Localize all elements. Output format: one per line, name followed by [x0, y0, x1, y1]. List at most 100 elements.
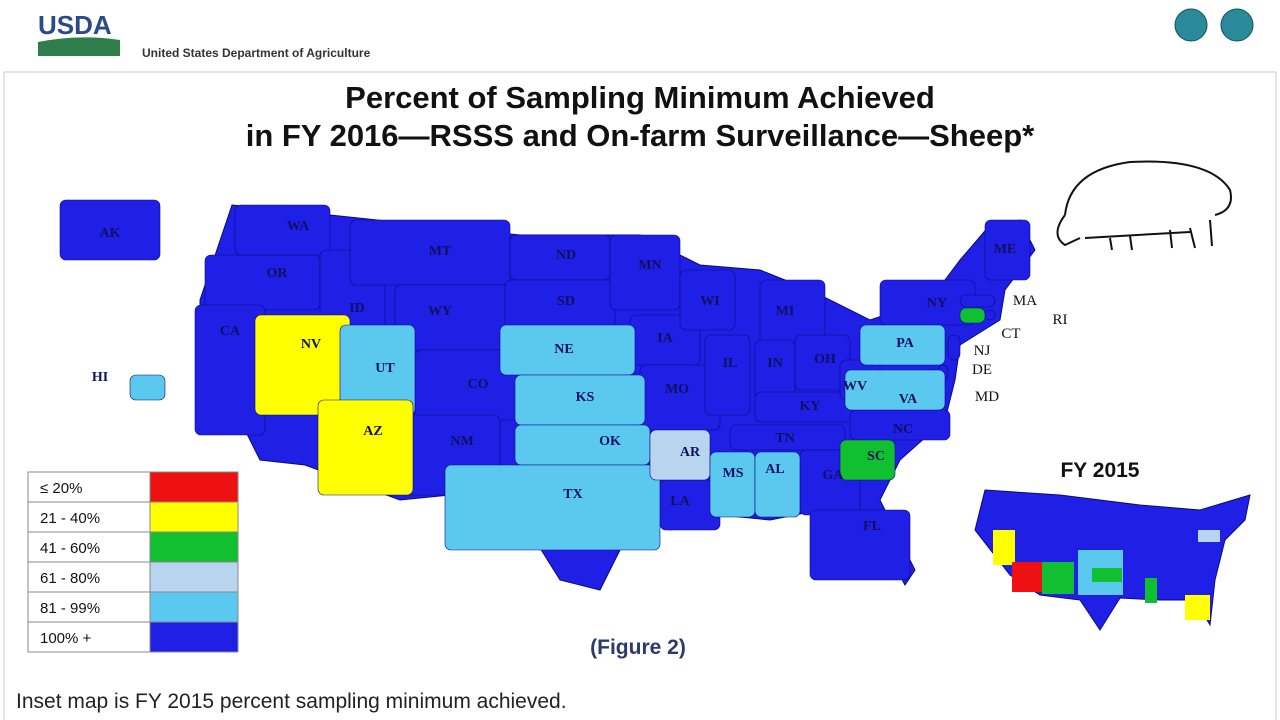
state-label: MI — [776, 304, 795, 319]
state-label: AL — [765, 462, 784, 477]
state-shape — [959, 294, 996, 308]
state-label: NC — [893, 422, 913, 437]
state-label: FL — [863, 519, 881, 534]
legend-swatch — [149, 621, 239, 653]
footnote: Inset map is FY 2015 percent sampling mi… — [16, 690, 567, 713]
state-label: SD — [557, 294, 575, 309]
legend-label: 41 - 60% — [40, 540, 100, 557]
state-shape — [649, 429, 711, 481]
legend-swatch — [149, 591, 239, 623]
legend-label: ≤ 20% — [40, 480, 82, 497]
legend-swatch — [149, 501, 239, 533]
state-label: SC — [867, 449, 885, 464]
state-label: UT — [375, 361, 395, 376]
state-label: VA — [899, 392, 918, 407]
state-shape — [729, 424, 846, 451]
state-shape — [59, 199, 161, 261]
legend-label: 21 - 40% — [40, 510, 100, 527]
state-shape — [844, 369, 946, 411]
state-shape — [679, 269, 736, 331]
state-label: RI — [1053, 312, 1068, 328]
legend-cell — [27, 501, 151, 533]
state-label: DE — [972, 362, 992, 378]
state-shape — [709, 451, 756, 518]
state-label: WV — [843, 379, 867, 394]
state-label: NV — [301, 337, 321, 352]
sheep-drawing — [1056, 160, 1232, 251]
state-shape — [444, 464, 661, 551]
legend-label: 61 - 80% — [40, 570, 100, 587]
state-label: NY — [927, 296, 947, 311]
usda-logo: USDA United States Department of Agricul… — [38, 10, 371, 60]
state-label: NJ — [974, 343, 991, 359]
state-label: MA — [1013, 293, 1037, 309]
state-label: TX — [563, 487, 582, 502]
inset-map — [974, 489, 1251, 631]
nav-icons — [1174, 8, 1254, 42]
state-labels: AK WA OR CA NV ID MT WY UT AZ CO NM ND SD NE KS OK TX MN IA… — [92, 219, 1068, 534]
state-label: CO — [468, 377, 489, 392]
state-shape — [204, 254, 321, 311]
department: United States Department of Agriculture — [142, 46, 371, 60]
state-shape — [809, 509, 911, 581]
state-label: CA — [220, 324, 241, 339]
state-label: MS — [723, 466, 744, 481]
title-line-2: in FY 2016—RSSS and On-farm Surveillance… — [246, 118, 1035, 153]
state-label: ID — [349, 301, 365, 316]
state-shape — [839, 439, 896, 481]
state-shape — [859, 324, 946, 366]
refresh-button[interactable] — [1174, 8, 1208, 42]
state-label: MT — [429, 244, 452, 259]
state-label: WY — [428, 304, 452, 319]
figure-caption: (Figure 2) — [590, 636, 686, 659]
state-shape — [959, 307, 986, 324]
legend-label: 100% + — [40, 630, 92, 647]
state-label: NE — [554, 342, 573, 357]
logo-text: USDA — [38, 10, 112, 40]
state-shape — [129, 374, 166, 401]
state-label: CT — [1001, 326, 1020, 342]
state-shape — [704, 334, 751, 416]
state-label: AK — [100, 226, 121, 241]
legend-swatch — [149, 531, 239, 563]
state-label: ME — [994, 242, 1017, 257]
state-label: MD — [975, 389, 999, 405]
inset-title: FY 2015 — [1060, 459, 1139, 482]
state-label: MO — [665, 382, 689, 397]
state-shape — [984, 309, 996, 321]
state-label: OR — [267, 266, 289, 281]
state-shape — [947, 334, 961, 361]
state-label: KS — [576, 390, 595, 405]
legend: ≤ 20% 21 - 40% 41 - 60% 61 - 80% 81 - 99% 100… — [27, 471, 239, 653]
state-label: IN — [767, 356, 783, 371]
state-label: WA — [287, 219, 310, 234]
state-label: NM — [450, 434, 473, 449]
legend-cell — [27, 621, 151, 653]
state-label: GA — [823, 468, 845, 483]
state-label: IL — [723, 356, 738, 371]
legend-cell — [27, 561, 151, 593]
state-shape — [754, 451, 801, 518]
state-label: OK — [599, 434, 621, 449]
state-label: IA — [657, 331, 673, 346]
state-label: PA — [896, 336, 915, 351]
state-shape — [514, 424, 651, 466]
state-label: OH — [814, 352, 836, 367]
states — [59, 199, 1031, 581]
state-label: LA — [670, 494, 690, 509]
state-label: ND — [556, 248, 576, 263]
logo-field — [38, 37, 120, 56]
state-label: AZ — [363, 424, 382, 439]
legend-swatch — [149, 561, 239, 593]
legend-cell — [27, 531, 151, 563]
state-label: AR — [680, 445, 701, 460]
state-label: KY — [800, 399, 821, 414]
legend-label: 81 - 99% — [40, 600, 100, 617]
state-shape — [234, 204, 331, 256]
state-label: WI — [700, 294, 719, 309]
state-shape — [984, 219, 1031, 281]
state-label: MN — [638, 258, 661, 273]
title-line-1: Percent of Sampling Minimum Achieved — [345, 80, 935, 115]
home-button[interactable] — [1220, 8, 1254, 42]
